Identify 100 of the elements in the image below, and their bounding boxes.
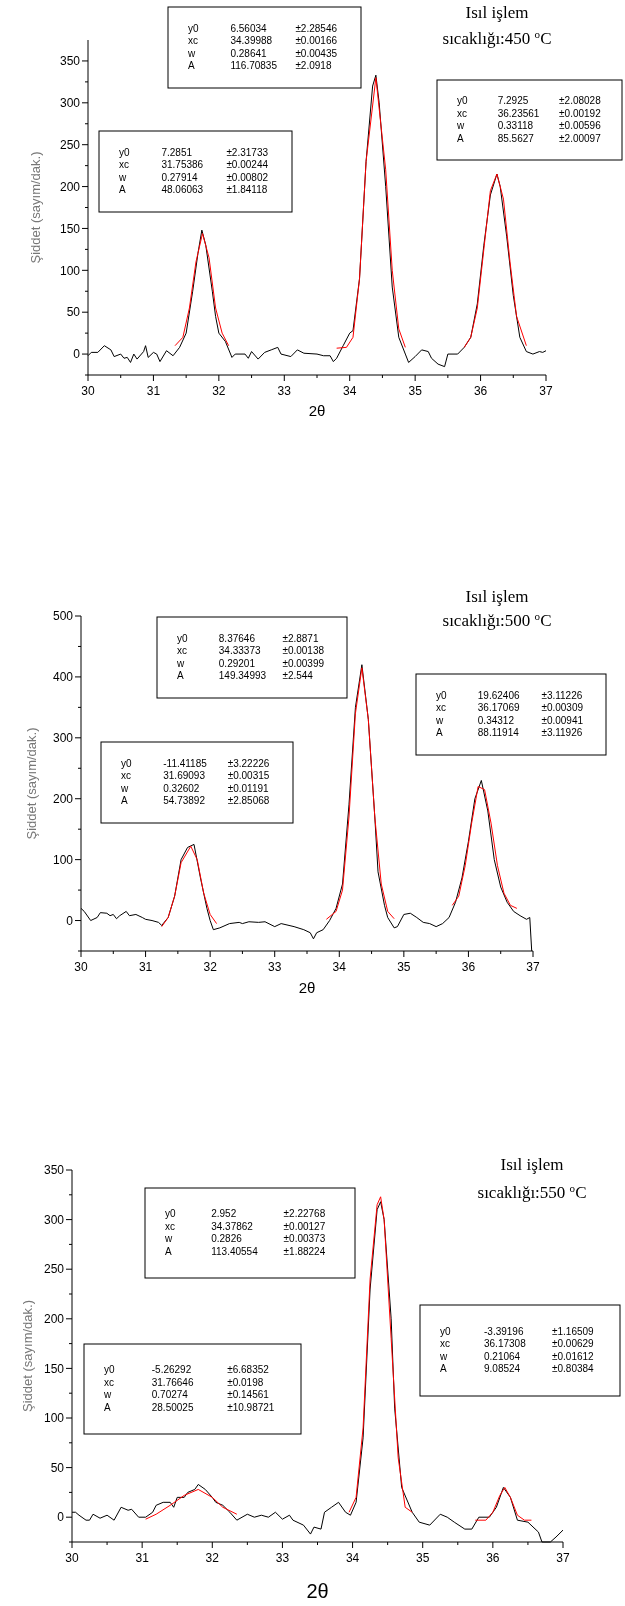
- chart-title: Isıl işlem: [500, 1154, 564, 1174]
- x-tick-label: 33: [268, 960, 282, 974]
- y-tick-label: 200: [52, 791, 74, 806]
- text: y0 19.62406 ±3.11226: [436, 689, 583, 701]
- y-tick-label: 500: [52, 609, 74, 624]
- line-series: [336, 77, 406, 349]
- x-tick-label: 32: [205, 1551, 220, 1565]
- y-tick-label: 350: [59, 54, 81, 69]
- chart-subtitle: sıcaklığı:500 $^{o}$C: [442, 609, 552, 630]
- text: sıcaklığı:550 $^{o}$C: [477, 1181, 587, 1202]
- text: w 0.34312 ±0.00941: [436, 714, 584, 726]
- x-tick-label: 31: [138, 960, 153, 974]
- x-tick-label: 37: [539, 384, 553, 398]
- text: A 48.06063 ±1.84118: [119, 184, 268, 196]
- text: w 0.29201 ±0.00399: [177, 657, 325, 669]
- y-tick-label: 250: [43, 1262, 65, 1277]
- y-tick-label: 50: [66, 305, 81, 320]
- x-tick-label: 35: [397, 960, 411, 974]
- text: w 0.2826 ±0.00373: [165, 1233, 326, 1245]
- x-tick-label: 35: [416, 1551, 430, 1565]
- x-tick-label: 31: [135, 1551, 150, 1565]
- line-series: [463, 173, 527, 348]
- chart-subtitle: sıcaklığı:450 $^{o}$C: [442, 27, 552, 48]
- text: A 113.40554 ±1.88224: [165, 1245, 326, 1257]
- line-series: [451, 786, 518, 909]
- x-tick-label: 37: [526, 960, 540, 974]
- chart-title: Isıl işlem: [465, 2, 529, 22]
- x-tick-label: 33: [277, 384, 292, 398]
- y-tick-label: 300: [59, 96, 81, 111]
- text: w 0.32602 ±0.01191: [121, 782, 269, 794]
- text: y0 7.2925 ±2.08028: [457, 95, 601, 107]
- y-axis-title: Şiddet (sayım/dak.): [20, 1300, 35, 1412]
- text: A 149.34993 ±2.544: [177, 670, 313, 682]
- text: y0 -5.26292 ±6.68352: [104, 1364, 269, 1376]
- y-tick-label: 300: [43, 1212, 65, 1227]
- line-series: [145, 1488, 238, 1520]
- y-tick-label: 0: [57, 1510, 65, 1525]
- text: A 116.70835 ±2.0918: [188, 60, 332, 72]
- y-tick-label: 0: [73, 347, 81, 362]
- text: y0 2.952 ±2.22768: [165, 1208, 326, 1220]
- text: xc 31.75386 ±0.00244: [119, 159, 269, 171]
- x-tick-label: 32: [203, 960, 218, 974]
- text: A 28.50025 ±10.98721: [104, 1401, 275, 1413]
- y-tick-label: 150: [43, 1361, 65, 1376]
- chart-title: Isıl işlem: [465, 586, 529, 606]
- y-tick-label: 0: [66, 913, 74, 928]
- text: y0 7.2851 ±2.31733: [119, 146, 269, 158]
- y-tick-label: 150: [59, 221, 81, 236]
- text: xc 31.69093 ±0.00315: [121, 770, 270, 782]
- text: A 88.11914 ±3.11926: [436, 727, 583, 739]
- text: xc 34.37862 ±0.00127: [165, 1220, 326, 1232]
- x-axis-title: 2θ: [308, 402, 326, 419]
- x-axis-title: 2θ: [306, 1580, 329, 1602]
- x-tick-label: 30: [81, 384, 95, 398]
- text: xc 34.33373 ±0.00138: [177, 645, 325, 657]
- y-tick-label: 250: [59, 137, 81, 152]
- x-tick-label: 32: [212, 384, 226, 398]
- y-axis-title: Şiddet (sayım/dak.): [24, 727, 39, 840]
- y-tick-label: 50: [50, 1460, 65, 1475]
- text: xc 36.23561 ±0.00192: [457, 107, 601, 119]
- x-tick-label: 37: [556, 1551, 570, 1565]
- text: xc 31.76646 ±0.0198: [104, 1376, 264, 1388]
- text: y0 -3.39196 ±1.16509: [440, 1325, 594, 1337]
- text: A 9.08524 ±0.80384: [440, 1363, 594, 1375]
- text: A 54.73892 ±2.85068: [121, 795, 270, 807]
- y-tick-label: 100: [59, 263, 81, 278]
- x-tick-label: 35: [408, 384, 423, 398]
- text: w 0.33118 ±0.00596: [457, 120, 601, 132]
- text: w 0.21064 ±0.01612: [440, 1350, 594, 1362]
- y-tick-label: 350: [43, 1163, 65, 1178]
- line-series: [174, 232, 230, 347]
- line-series: [161, 845, 218, 928]
- x-tick-label: 36: [461, 960, 476, 974]
- x-tick-label: 30: [74, 960, 88, 974]
- text: A 85.5627 ±2.00097: [457, 132, 601, 144]
- line-series: [325, 667, 395, 920]
- y-tick-label: 400: [52, 670, 74, 685]
- y-tick-label: 300: [52, 731, 74, 746]
- text: xc 34.39988 ±0.00166: [188, 35, 338, 47]
- x-tick-label: 31: [146, 384, 161, 398]
- x-tick-label: 34: [332, 960, 347, 974]
- line-series: [348, 1196, 413, 1513]
- x-tick-label: 36: [473, 384, 488, 398]
- y-tick-label: 100: [52, 852, 74, 867]
- text: y0 6.56034 ±2.28546: [188, 22, 338, 34]
- x-tick-label: 33: [275, 1551, 290, 1565]
- x-tick-label: 34: [345, 1551, 360, 1565]
- y-tick-label: 200: [59, 179, 81, 194]
- text: w 0.28641 ±0.00435: [188, 47, 338, 59]
- y-axis-title: Şiddet (sayım/dak.): [28, 151, 43, 264]
- x-tick-label: 34: [343, 384, 357, 398]
- x-tick-label: 36: [486, 1551, 500, 1565]
- y-tick-label: 200: [43, 1312, 65, 1326]
- line-series: [474, 1486, 532, 1521]
- text: w 0.27914 ±0.00802: [119, 171, 269, 183]
- text: y0 -11.41185 ±3.22226: [121, 757, 270, 769]
- text: y0 8.37646 ±2.8871: [177, 632, 319, 644]
- text: xc 36.17069 ±0.00309: [436, 702, 584, 714]
- x-tick-label: 30: [65, 1551, 79, 1565]
- x-axis-title: 2θ: [298, 979, 316, 996]
